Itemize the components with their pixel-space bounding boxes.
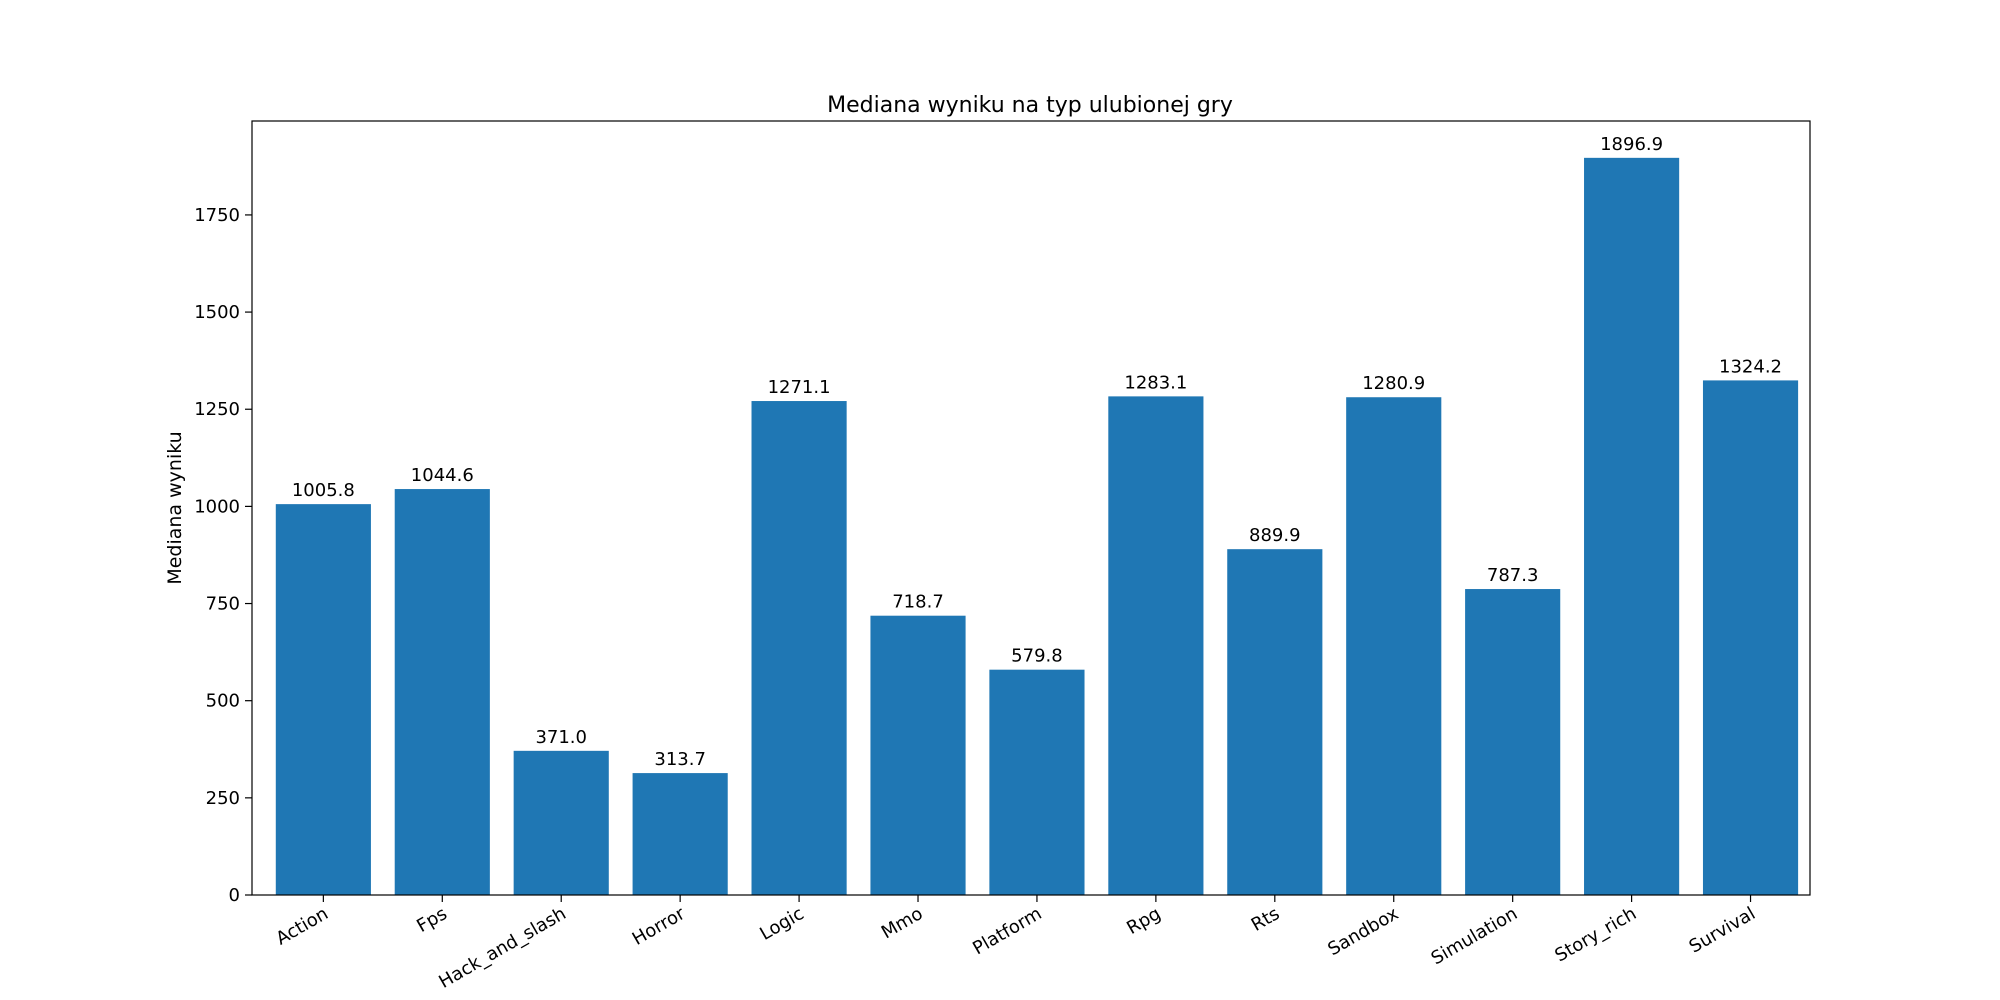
bar-rpg xyxy=(1108,396,1204,895)
y-tick-label: 750 xyxy=(206,594,240,615)
chart-title: Mediana wyniku na typ ulubionej gry xyxy=(827,93,1233,118)
y-tick-label: 0 xyxy=(229,885,240,906)
data-label: 1324.2 xyxy=(1719,356,1782,377)
bar-simulation xyxy=(1465,589,1561,895)
y-axis-label: Mediana wyniku xyxy=(164,431,186,584)
x-tick-label: Fps xyxy=(413,903,450,937)
data-label: 1044.6 xyxy=(411,465,474,486)
y-tick-label: 1250 xyxy=(194,399,240,420)
x-tick-label: Simulation xyxy=(1428,903,1522,969)
bar-survival xyxy=(1702,380,1799,895)
x-tick-label: Logic xyxy=(756,903,807,945)
data-label: 1271.1 xyxy=(768,377,831,398)
bar-platform xyxy=(989,669,1085,895)
x-tick-label: Rpg xyxy=(1123,903,1164,939)
x-tick-label: Platform xyxy=(969,903,1045,959)
data-label: 1005.8 xyxy=(292,480,355,501)
x-tick-label: Horror xyxy=(629,903,689,950)
y-tick-label: 250 xyxy=(206,788,240,809)
data-label: 1896.9 xyxy=(1600,134,1663,155)
bar-hack_and_slash xyxy=(513,750,609,895)
bars-group xyxy=(275,157,1799,896)
data-label: 718.7 xyxy=(892,592,944,613)
plot-area-frame xyxy=(251,120,1811,896)
y-tick-label: 1500 xyxy=(194,302,240,323)
data-label: 889.9 xyxy=(1249,525,1301,546)
data-label: 787.3 xyxy=(1487,565,1539,586)
y-tick-label: 1750 xyxy=(194,205,240,226)
x-tick-label: Hack_and_slash xyxy=(435,903,569,993)
data-label: 1280.9 xyxy=(1362,373,1425,394)
bar-rts xyxy=(1227,549,1323,895)
bar-story_rich xyxy=(1584,157,1680,896)
data-label: 313.7 xyxy=(654,749,706,770)
bar-action xyxy=(275,504,371,895)
data-label: 579.8 xyxy=(1011,646,1063,667)
bar-horror xyxy=(632,773,728,895)
data-labels-group: 1005.8 1044.6 371.0 313.7 1271.1 718.7 579.8 12… xyxy=(292,134,1782,770)
bar-mmo xyxy=(870,615,966,895)
x-tick-label: Survival xyxy=(1686,903,1759,957)
bar-logic xyxy=(751,401,847,895)
x-tick-label: Action xyxy=(273,903,332,949)
x-tick-label: Sandbox xyxy=(1324,903,1402,960)
y-tick-label: 500 xyxy=(206,691,240,712)
bar-sandbox xyxy=(1346,397,1442,895)
bar-fps xyxy=(394,489,490,895)
y-tick-label: 1000 xyxy=(194,496,240,517)
data-label: 1283.1 xyxy=(1124,372,1187,393)
x-tick-label: Story_rich xyxy=(1551,903,1640,966)
data-label: 371.0 xyxy=(535,727,587,748)
y-axis-ticks: 0 250 500 750 1000 1250 1500 1750 xyxy=(194,205,252,906)
x-tick-label: Rts xyxy=(1248,903,1284,936)
x-tick-label: Mmo xyxy=(878,903,927,943)
